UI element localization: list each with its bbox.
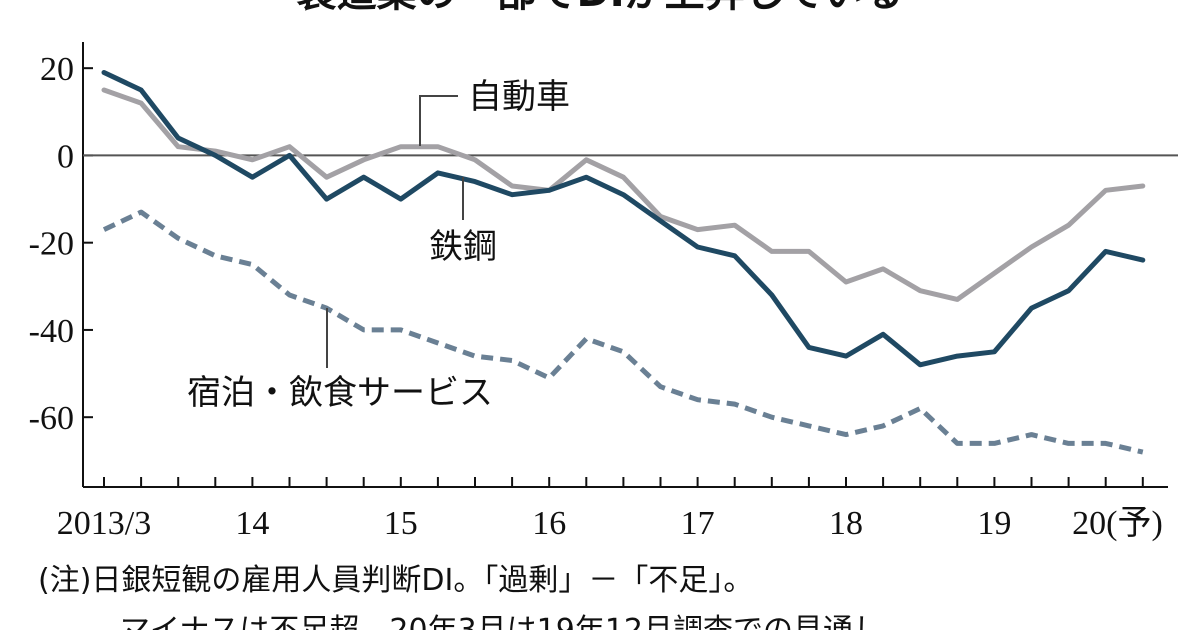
steel-series-label: 鉄鋼 bbox=[429, 227, 497, 267]
y-tick-label: 20 bbox=[40, 51, 74, 88]
x-tick-label: 17 bbox=[681, 505, 715, 542]
x-ticks: 2013/3 14 15 16 17 18 19 20(予) bbox=[57, 477, 1163, 542]
auto-label-leader bbox=[419, 95, 458, 146]
x-tick-label: 16 bbox=[532, 505, 566, 542]
y-tick-label: -20 bbox=[29, 226, 74, 263]
series-line-steel bbox=[101, 70, 1146, 368]
series-line-hospitality bbox=[102, 209, 1144, 455]
auto-series-label: 自動車 bbox=[468, 77, 570, 117]
x-tick-label: 2013/3 bbox=[57, 505, 151, 542]
chart-title: 製造業の一部でDIが上昇している bbox=[297, 0, 904, 16]
y-tick-label: -40 bbox=[29, 313, 74, 350]
y-tick-label: -60 bbox=[29, 400, 74, 437]
chart-note-line1: (注)日銀短観の雇用人員判断DI。「過剰」－「不足」。 bbox=[38, 563, 753, 598]
chart-note-line2: マイナスは不足超。20年3月は19年12月調査での見通し bbox=[120, 613, 883, 630]
y-ticks: 20 0 -20 -40 -60 bbox=[29, 51, 93, 437]
hospitality-series-label: 宿泊・飲食サービス bbox=[187, 373, 493, 413]
series-line-auto bbox=[101, 87, 1146, 302]
x-tick-label: 15 bbox=[384, 505, 418, 542]
x-tick-label: 18 bbox=[829, 505, 863, 542]
y-tick-label: 0 bbox=[57, 138, 74, 175]
series-lines bbox=[101, 70, 1146, 455]
x-tick-label: 14 bbox=[235, 505, 269, 542]
x-tick-label: 19 bbox=[977, 505, 1011, 542]
label-leaders bbox=[326, 95, 464, 368]
x-tick-label: 20(予) bbox=[1072, 505, 1163, 542]
